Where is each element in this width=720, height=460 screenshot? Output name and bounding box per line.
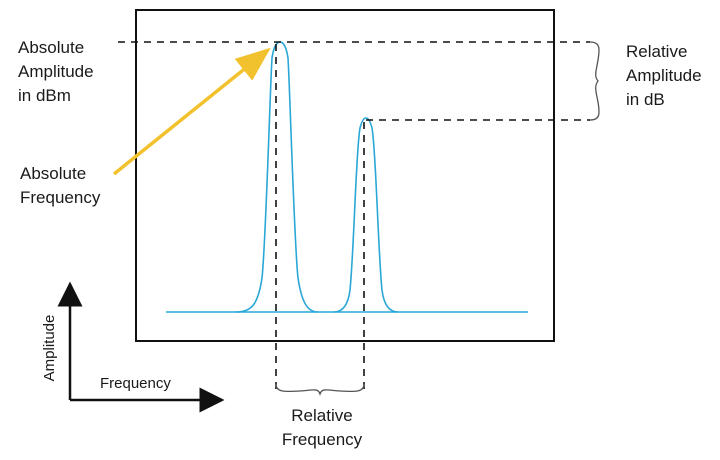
- relative-amplitude-brace: [589, 41, 600, 121]
- absolute-frequency-label: Absolute Frequency: [20, 164, 101, 207]
- relative-frequency-label: Relative Frequency: [281, 406, 363, 449]
- display-frame: [135, 9, 555, 342]
- absolute-frequency-arrow: [112, 47, 271, 176]
- peak-relative: [333, 117, 399, 313]
- x-axis-label: Frequency: [100, 375, 171, 392]
- relative-frequency-brace: [275, 383, 365, 397]
- absolute-amplitude-label: Absolute Amplitude in dBm: [18, 38, 94, 105]
- relative-amplitude-label: Relative Amplitude in dB: [626, 42, 702, 109]
- peak-absolute: [235, 41, 319, 313]
- y-axis-label: Amplitude: [41, 314, 58, 382]
